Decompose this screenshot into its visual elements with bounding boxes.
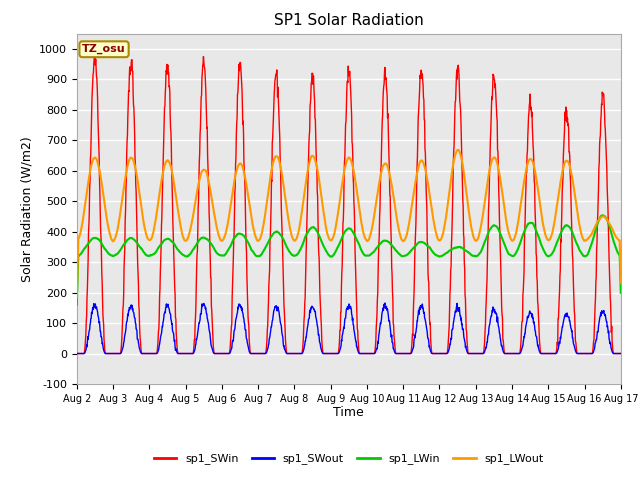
- Line: sp1_SWin: sp1_SWin: [77, 50, 621, 354]
- sp1_SWout: [180, 351, 188, 357]
- sp1_SWin: [73, 351, 81, 357]
- sp1_SWout: [553, 350, 561, 356]
- sp1_LWout: [255, 238, 262, 243]
- Line: sp1_LWout: sp1_LWout: [77, 150, 621, 297]
- sp1_SWout: [381, 300, 388, 306]
- sp1_LWout: [454, 147, 461, 153]
- Line: sp1_LWin: sp1_LWin: [77, 215, 621, 305]
- sp1_LWin: [617, 290, 625, 296]
- sp1_SWout: [434, 351, 442, 357]
- sp1_SWin: [617, 351, 625, 357]
- sp1_LWin: [599, 212, 607, 218]
- sp1_LWout: [553, 206, 561, 212]
- sp1_LWin: [504, 250, 512, 256]
- sp1_SWout: [73, 351, 81, 357]
- X-axis label: Time: Time: [333, 407, 364, 420]
- sp1_SWin: [195, 205, 202, 211]
- sp1_LWout: [73, 294, 81, 300]
- sp1_SWout: [194, 329, 202, 335]
- sp1_LWin: [552, 241, 560, 247]
- Legend: sp1_SWin, sp1_SWout, sp1_LWin, sp1_LWout: sp1_SWin, sp1_SWout, sp1_LWin, sp1_LWout: [149, 449, 548, 469]
- Y-axis label: Solar Radiation (W/m2): Solar Radiation (W/m2): [20, 136, 33, 282]
- sp1_LWout: [617, 280, 625, 286]
- Text: TZ_osu: TZ_osu: [82, 44, 126, 54]
- sp1_LWout: [433, 234, 441, 240]
- sp1_LWout: [194, 185, 202, 191]
- sp1_SWout: [617, 351, 625, 357]
- sp1_SWin: [434, 351, 442, 357]
- Title: SP1 Solar Radiation: SP1 Solar Radiation: [274, 13, 424, 28]
- sp1_SWin: [553, 348, 561, 353]
- sp1_SWin: [181, 351, 189, 357]
- sp1_SWout: [255, 351, 262, 357]
- sp1_SWin: [91, 48, 99, 53]
- sp1_SWin: [505, 351, 513, 357]
- sp1_LWin: [255, 253, 262, 259]
- sp1_SWout: [505, 351, 513, 357]
- sp1_SWin: [255, 351, 263, 357]
- sp1_LWin: [73, 302, 81, 308]
- Line: sp1_SWout: sp1_SWout: [77, 303, 621, 354]
- sp1_LWin: [433, 252, 441, 258]
- sp1_LWout: [180, 238, 188, 243]
- sp1_LWin: [180, 253, 188, 259]
- sp1_LWout: [505, 229, 513, 235]
- sp1_LWin: [194, 240, 202, 245]
